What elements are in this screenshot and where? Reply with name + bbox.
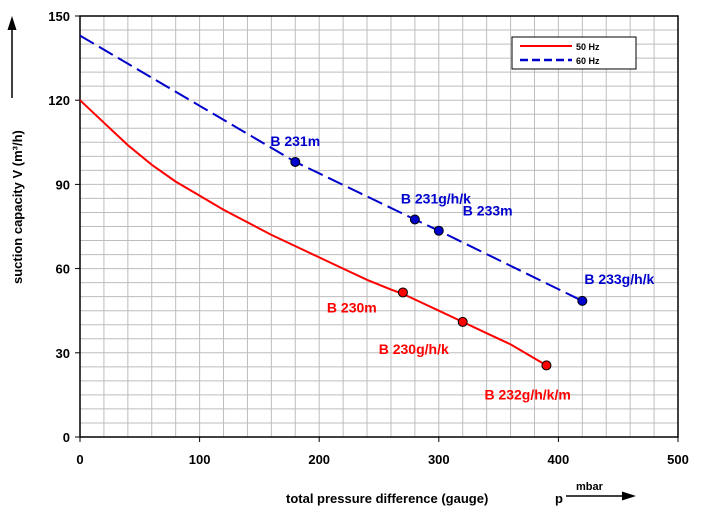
series-layer <box>79 34 583 367</box>
x-axis-symbol: p <box>555 491 563 506</box>
y-tick-label: 60 <box>56 262 70 277</box>
data-point-label: B 233m <box>463 203 513 219</box>
data-point-label: B 230g/h/k <box>379 341 449 357</box>
y-axis-arrow-head <box>7 16 17 30</box>
y-tick-label: 120 <box>48 93 70 108</box>
legend: 50 Hz 60 Hz <box>511 36 637 70</box>
x-axis-arrow-head <box>622 491 636 501</box>
plot-frame <box>79 15 679 438</box>
grid <box>80 16 678 437</box>
data-point-marker <box>577 295 588 306</box>
data-point-marker <box>290 156 301 167</box>
x-tick-label: 300 <box>428 452 450 467</box>
data-point-marker <box>397 287 408 298</box>
data-point-marker <box>409 214 420 225</box>
legend-label-60hz: 60 Hz <box>576 56 600 66</box>
x-axis-ticks: 0 100 200 300 400 500 <box>76 437 689 467</box>
x-tick-label: 100 <box>189 452 211 467</box>
y-axis-label: suction capacity V (m³/h) <box>10 130 25 284</box>
legend-label-50hz: 50 Hz <box>576 42 600 52</box>
x-tick-label: 500 <box>667 452 689 467</box>
data-point-label: B 233g/h/k <box>584 271 654 287</box>
y-axis-label-group: suction capacity V (m³/h) <box>10 130 25 284</box>
series-line-50hz <box>79 99 547 367</box>
points-layer: B 231m B 231g/h/kB 233m B 233g/h/k B 230m B … <box>270 133 654 402</box>
x-tick-label: 200 <box>308 452 330 467</box>
y-axis-ticks: 0 30 60 90 120 150 <box>48 9 80 445</box>
x-axis-label: total pressure difference (gauge) <box>286 491 488 506</box>
y-tick-label: 90 <box>56 177 70 192</box>
y-tick-label: 30 <box>56 346 70 361</box>
y-tick-label: 150 <box>48 9 70 24</box>
data-point-marker <box>541 360 552 371</box>
x-tick-label: 0 <box>76 452 83 467</box>
data-point-label: B 231m <box>270 133 320 149</box>
series-line-60hz <box>79 34 583 302</box>
data-point-marker <box>457 316 468 327</box>
x-axis-unit: mbar <box>576 481 604 493</box>
data-point-label: B 230m <box>327 299 377 315</box>
data-point-label: B 232g/h/k/m <box>484 386 570 402</box>
data-point-label: B 231g/h/k <box>401 190 471 206</box>
x-tick-label: 400 <box>548 452 570 467</box>
data-point-marker <box>433 225 444 236</box>
legend-box <box>511 36 637 70</box>
y-tick-label: 0 <box>63 430 70 445</box>
